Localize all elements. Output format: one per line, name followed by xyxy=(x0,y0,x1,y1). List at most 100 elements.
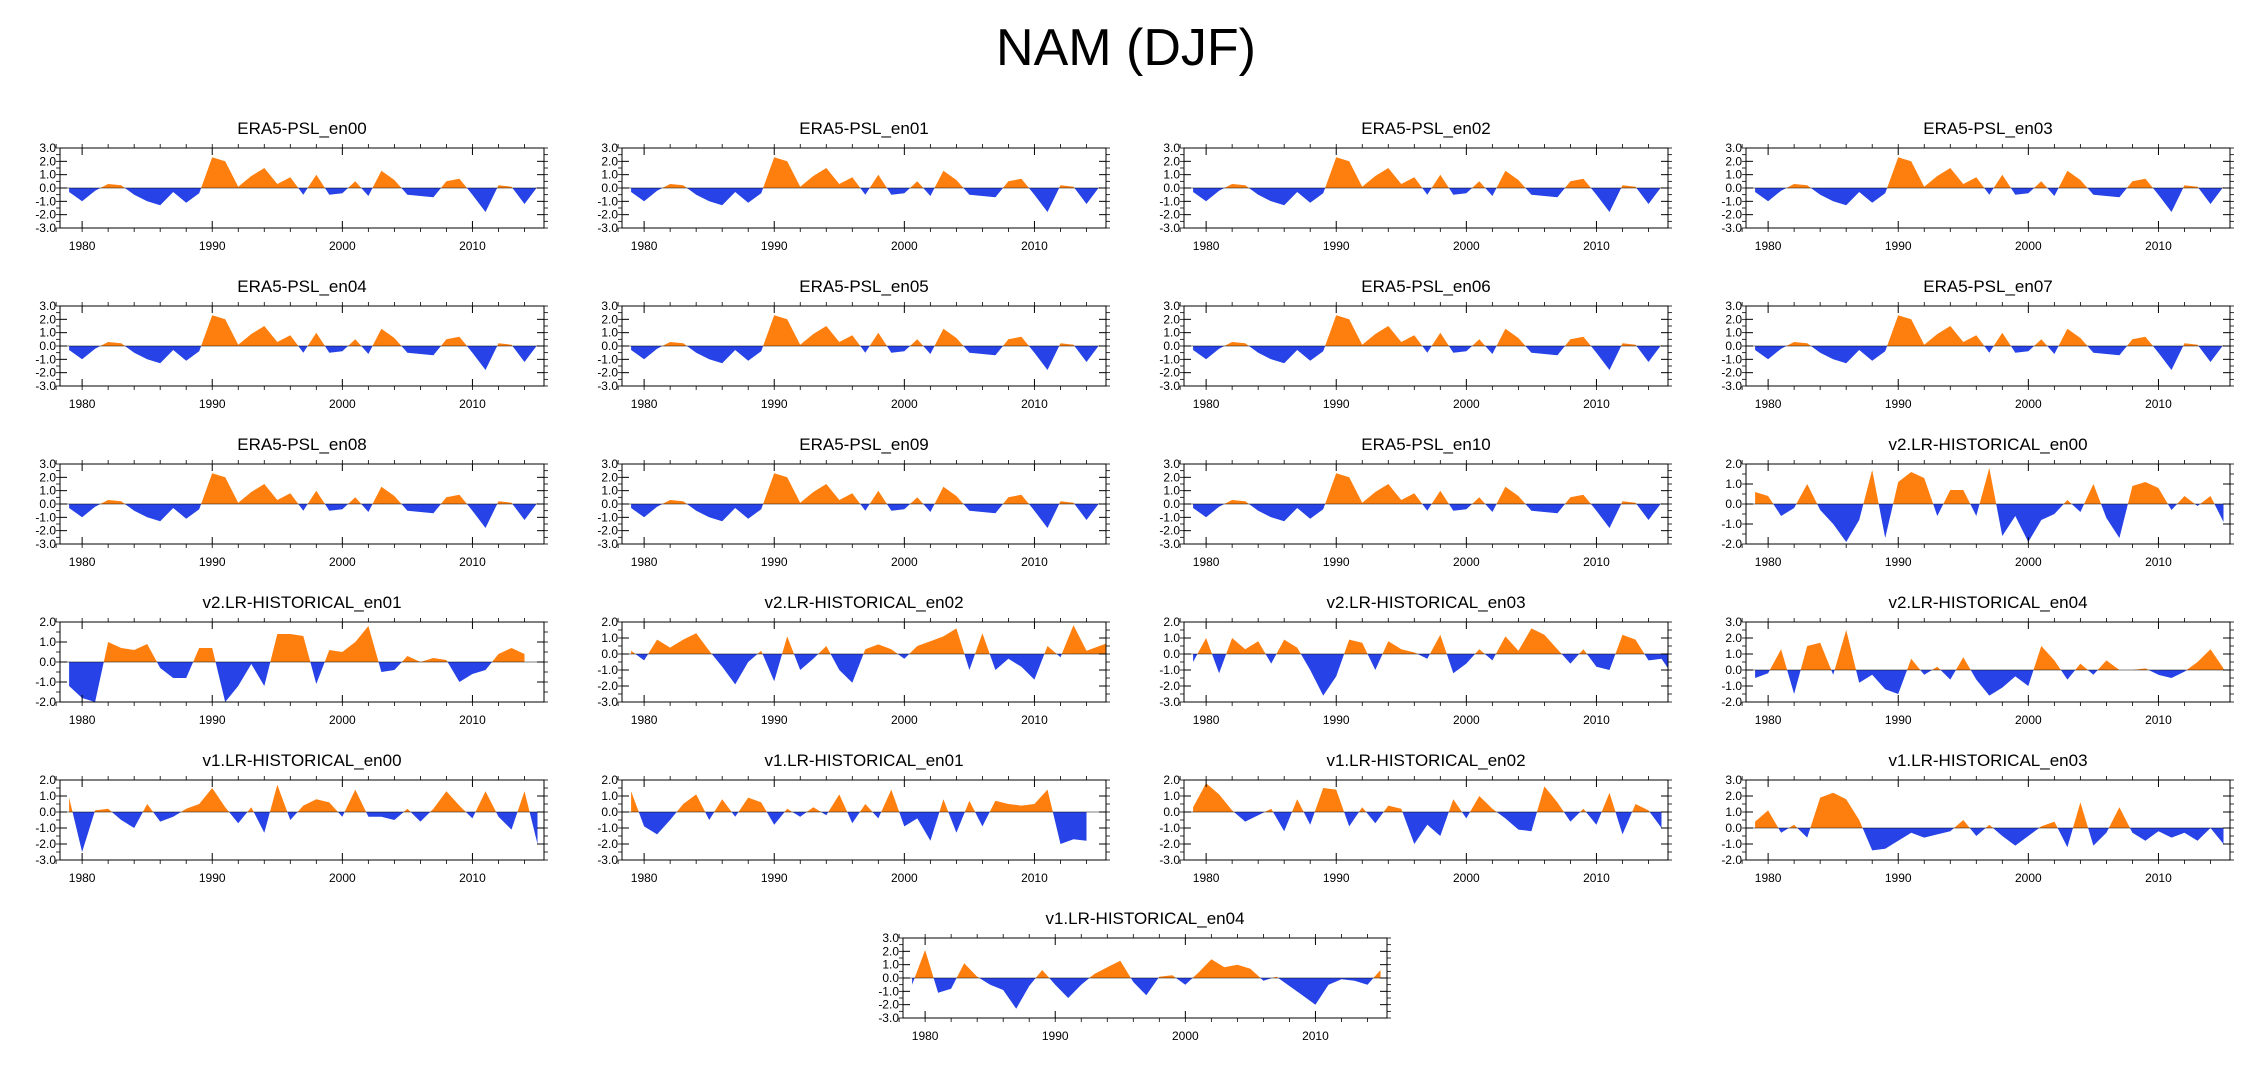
panel-chart: ERA5-PSL_en08 3.02.01.00.0-1.0-2.0-3.0 198… xyxy=(35,435,548,569)
y-tick-label: 1.0 xyxy=(601,631,618,645)
y-tick-label: 2.0 xyxy=(1163,154,1180,168)
positive-area xyxy=(1193,157,1662,188)
y-tick-label: -1.0 xyxy=(1159,663,1180,677)
y-tick-label: -1.0 xyxy=(35,194,56,208)
y-tick-label: -3.0 xyxy=(878,1011,899,1025)
x-tick-label: 2000 xyxy=(2015,397,2042,411)
positive-area xyxy=(1755,468,2224,504)
positive-area xyxy=(1755,157,2224,188)
negative-area xyxy=(1755,188,2224,212)
x-tick-label: 1980 xyxy=(69,555,96,569)
panel-chart: v1.LR-HISTORICAL_en04 3.02.01.00.0-1.0-2.… xyxy=(878,909,1391,1043)
panel-era5-psl-en06: ERA5-PSL_en06 3.0 2.0 1.0 0.0 -1.0 -2.0 -3.0 198… xyxy=(1124,270,1690,433)
y-tick-label: 1.0 xyxy=(882,958,899,972)
x-tick-label: 2000 xyxy=(1453,713,1480,727)
panel-chart: v2.LR-HISTORICAL_en03 2.0 1.0 0.0 -1.0 -2.0 -3… xyxy=(1159,593,1672,727)
negative-area xyxy=(1755,504,2224,542)
x-tick-label: 1980 xyxy=(631,239,658,253)
x-tick-label: 1990 xyxy=(1885,239,1912,253)
negative-area xyxy=(69,662,525,702)
panel-title: v2.LR-HISTORICAL_en04 xyxy=(1888,593,2087,612)
x-tick-label: 1990 xyxy=(1323,239,1350,253)
panel-v1-lr-historical-en01: v1.LR-HISTORICAL_en01 2.0 1.0 0.0 -1.0 -2.0 -3… xyxy=(562,744,1128,907)
negative-area xyxy=(1193,504,1662,528)
y-tick-label: 1.0 xyxy=(601,484,618,498)
y-tick-label: 0.0 xyxy=(601,339,618,353)
y-tick-label: 2.0 xyxy=(601,773,618,787)
x-tick-label: 1990 xyxy=(1885,555,1912,569)
y-tick-label: -1.0 xyxy=(878,984,899,998)
x-tick-label: 1990 xyxy=(199,713,226,727)
y-tick-label: 2.0 xyxy=(1725,631,1742,645)
panel-era5-psl-en02: ERA5-PSL_en02 3.0 2.0 1.0 0.0 -1.0 -2.0 -3.0 198… xyxy=(1124,112,1690,275)
x-tick-label: 1990 xyxy=(1323,555,1350,569)
panel-title: v2.LR-HISTORICAL_en02 xyxy=(764,593,963,612)
negative-area xyxy=(1193,346,1662,370)
positive-area xyxy=(631,157,1100,188)
y-tick-label: 2.0 xyxy=(1725,457,1742,471)
y-tick-label: -1.0 xyxy=(597,510,618,524)
x-tick-label: 2000 xyxy=(2015,239,2042,253)
negative-area xyxy=(69,346,538,370)
panel-era5-psl-en10: ERA5-PSL_en10 3.0 2.0 1.0 0.0 -1.0 -2.0 -3.0 198… xyxy=(1124,428,1690,591)
x-tick-label: 1980 xyxy=(1755,871,1782,885)
y-tick-label: 0.0 xyxy=(1163,181,1180,195)
x-tick-label: 2010 xyxy=(459,871,486,885)
positive-area xyxy=(69,473,538,504)
y-tick-label: -3.0 xyxy=(1159,695,1180,709)
negative-area xyxy=(69,188,538,212)
y-tick-label: 0.0 xyxy=(1725,497,1742,511)
y-tick-label: 3.0 xyxy=(601,299,618,313)
positive-area xyxy=(631,473,1100,504)
x-tick-label: 1990 xyxy=(761,871,788,885)
x-tick-label: 1990 xyxy=(199,239,226,253)
y-tick-label: 0.0 xyxy=(39,655,56,669)
y-tick-label: 0.0 xyxy=(601,497,618,511)
y-tick-label: 1.0 xyxy=(1163,168,1180,182)
y-tick-label: -3.0 xyxy=(1159,221,1180,235)
positive-area xyxy=(1193,473,1662,504)
y-tick-label: -1.0 xyxy=(35,675,56,689)
panel-era5-psl-en07: ERA5-PSL_en07 3.0 2.0 1.0 0.0 -1.0 -2.0 -3.0 198… xyxy=(1686,270,2252,433)
x-tick-label: 2000 xyxy=(329,555,356,569)
panel-era5-psl-en05: ERA5-PSL_en05 3.0 2.0 1.0 0.0 -1.0 -2.0 -3.0 198… xyxy=(562,270,1128,433)
y-tick-label: 1.0 xyxy=(1163,631,1180,645)
y-tick-label: -3.0 xyxy=(1159,537,1180,551)
y-tick-label: -2.0 xyxy=(1159,837,1180,851)
y-tick-label: 0.0 xyxy=(1163,497,1180,511)
panel-v2-lr-historical-en03: v2.LR-HISTORICAL_en03 2.0 1.0 0.0 -1.0 -2.0 -3… xyxy=(1124,586,1690,749)
panel-era5-psl-en04: ERA5-PSL_en04 3.0 2.0 1.0 0.0 -1.0 -2.0 -3.0 198… xyxy=(0,270,566,433)
panel-title: v2.LR-HISTORICAL_en01 xyxy=(202,593,401,612)
negative-area xyxy=(1755,828,2224,851)
negative-area xyxy=(1193,188,1662,212)
y-tick-label: -3.0 xyxy=(35,221,56,235)
y-tick-label: 2.0 xyxy=(39,312,56,326)
panel-title: ERA5-PSL_en06 xyxy=(1361,277,1490,296)
y-tick-label: 1.0 xyxy=(601,326,618,340)
panel-chart: v2.LR-HISTORICAL_en02 2.0 1.0 0.0 -1.0 -2.0 -3… xyxy=(597,593,1110,727)
negative-area xyxy=(69,812,538,852)
panel-chart: ERA5-PSL_en09 3.02.01.00.0-1.0-2.0-3.0 198… xyxy=(597,435,1110,569)
y-tick-label: -1.0 xyxy=(1159,352,1180,366)
y-tick-label: 1.0 xyxy=(39,484,56,498)
y-tick-label: 1.0 xyxy=(1725,168,1742,182)
y-tick-label: 0.0 xyxy=(601,181,618,195)
x-tick-label: 2000 xyxy=(2015,555,2042,569)
y-tick-label: -3.0 xyxy=(35,853,56,867)
x-tick-label: 2010 xyxy=(2145,713,2172,727)
y-tick-label: 2.0 xyxy=(1163,773,1180,787)
x-tick-label: 2000 xyxy=(1453,239,1480,253)
y-tick-label: 0.0 xyxy=(601,805,618,819)
x-tick-label: 2000 xyxy=(1453,397,1480,411)
y-tick-label: 0.0 xyxy=(39,181,56,195)
panel-title: ERA5-PSL_en09 xyxy=(799,435,928,454)
y-tick-label: -2.0 xyxy=(1159,366,1180,380)
x-tick-label: 1980 xyxy=(1193,713,1220,727)
panel-era5-psl-en03: ERA5-PSL_en03 3.0 2.0 1.0 0.0 -1.0 -2.0 -3.0 198… xyxy=(1686,112,2252,275)
y-tick-label: -1.0 xyxy=(597,194,618,208)
y-tick-label: 0.0 xyxy=(39,805,56,819)
panel-title: v1.LR-HISTORICAL_en03 xyxy=(1888,751,2087,770)
x-tick-label: 2000 xyxy=(1172,1029,1199,1043)
y-tick-label: -2.0 xyxy=(35,524,56,538)
y-tick-label: -3.0 xyxy=(35,537,56,551)
